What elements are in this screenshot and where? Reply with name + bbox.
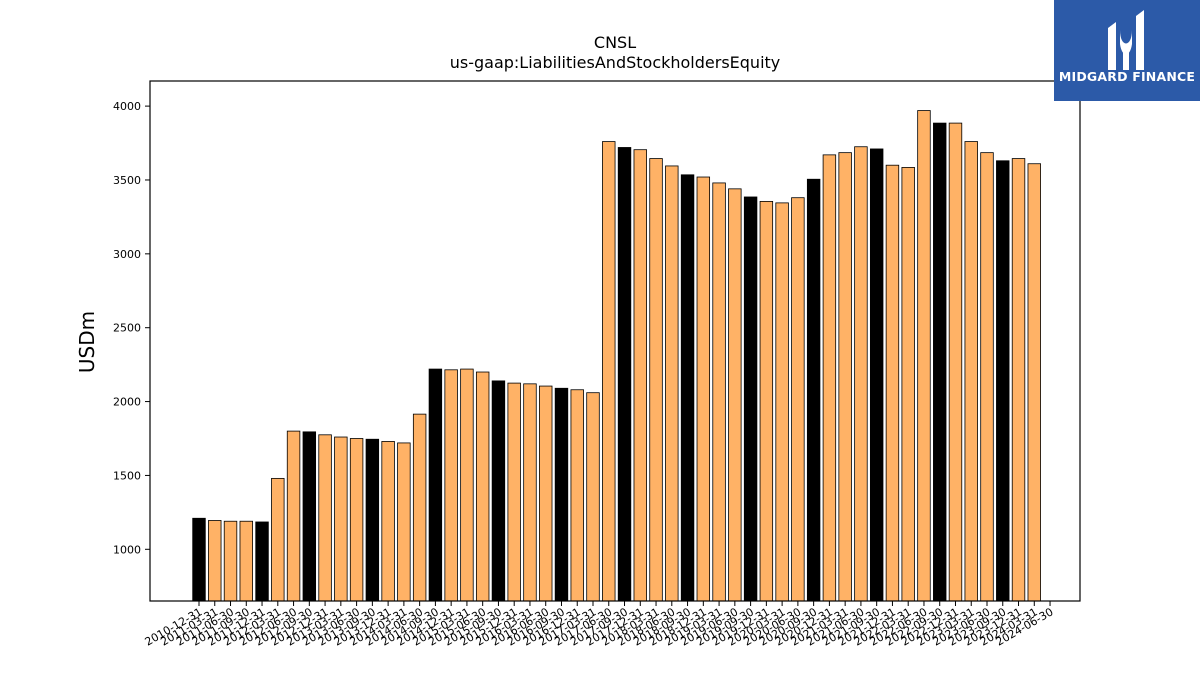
midgard-logo-icon: [1108, 10, 1144, 70]
bar-2014-06-30: [412, 413, 427, 602]
bar-2014-03-31: [397, 442, 411, 602]
bar-2013-06-30: [349, 438, 364, 602]
bar-2021-09-30: [869, 148, 884, 602]
bar-2012-03-31: [271, 477, 285, 602]
bar-2022-12-31: [948, 122, 963, 602]
bar-2011-12-31: [255, 521, 269, 602]
plot-frame: [149, 80, 1081, 602]
bar-2015-06-30: [475, 371, 490, 602]
bar-2016-03-31: [523, 383, 537, 602]
bar-2016-09-30: [554, 387, 569, 602]
bar-2018-09-30: [680, 174, 695, 602]
bar-2016-12-31: [570, 389, 584, 602]
bar-2011-03-31: [208, 520, 222, 602]
bar-2023-09-30: [996, 160, 1010, 602]
y-tick-label: 4000: [113, 100, 141, 113]
y-axis: 1000 1500 2000 2500 3000 3500 4000: [113, 100, 150, 556]
y-tick-label: 3500: [113, 174, 141, 187]
bar-2014-09-30: [428, 368, 443, 602]
bar-2022-06-30: [917, 110, 931, 602]
bar-2018-03-31: [649, 158, 663, 602]
bar-2012-06-30: [286, 430, 301, 602]
x-axis: 2010-12-312011-03-312011-06-302011-09-30…: [143, 601, 1056, 649]
y-tick-label: 2500: [113, 322, 141, 335]
bar-2020-06-30: [791, 197, 805, 602]
bar-2014-12-31: [444, 369, 458, 602]
bar-2012-12-31: [318, 434, 332, 602]
bar-2017-12-31: [633, 149, 647, 602]
bar-2022-09-30: [933, 122, 947, 602]
bar-2020-09-30: [806, 178, 821, 602]
bar-2011-06-30: [223, 520, 238, 602]
brand-name: MIDGARD FINANCE: [1058, 69, 1196, 84]
bar-2015-12-31: [507, 382, 521, 602]
y-tick-label: 3000: [113, 248, 141, 261]
bar-2021-12-31: [885, 164, 900, 602]
chart-subtitle: us-gaap:LiabilitiesAndStockholdersEquity: [450, 53, 781, 72]
bar-2013-03-31: [334, 436, 348, 602]
bar-2015-09-30: [491, 380, 506, 602]
bar-2020-12-31: [822, 154, 837, 602]
bar-2018-12-31: [696, 176, 711, 602]
bar-2023-12-31: [1011, 158, 1026, 602]
bar-2016-06-30: [539, 385, 553, 602]
bar-2019-06-30: [728, 188, 742, 602]
y-tick-label: 2000: [113, 396, 141, 409]
bar-2012-09-30: [302, 431, 317, 602]
bar-2017-06-30: [602, 141, 616, 602]
bar-2017-09-30: [617, 147, 632, 602]
y-axis-label: USDm: [75, 311, 99, 373]
y-tick-label: 1000: [113, 543, 141, 556]
bar-2011-09-30: [239, 520, 253, 602]
bar-2019-03-31: [712, 182, 726, 602]
bar-2017-03-31: [586, 392, 600, 602]
bar-2015-03-31: [460, 368, 474, 602]
bar-2023-06-30: [980, 152, 994, 602]
brand-logo: MIDGARD FINANCE: [1054, 0, 1200, 101]
bar-2024-03-31: [1027, 163, 1041, 602]
bar-2023-03-31: [964, 141, 978, 602]
bar-2010-12-31: [192, 517, 206, 602]
bars-group: [192, 110, 1041, 602]
bar-2019-12-31: [759, 200, 774, 602]
bar-2013-09-30: [365, 438, 380, 602]
bar-2019-09-30: [743, 196, 758, 602]
bar-2021-03-31: [838, 152, 852, 602]
bar-2021-06-30: [854, 146, 868, 602]
chart-title: CNSL: [594, 33, 636, 52]
bar-2020-03-31: [775, 202, 789, 602]
bar-2022-03-31: [901, 167, 915, 602]
y-tick-label: 1500: [113, 469, 141, 482]
bar-2018-06-30: [665, 165, 679, 602]
bar-2013-12-31: [381, 441, 395, 602]
